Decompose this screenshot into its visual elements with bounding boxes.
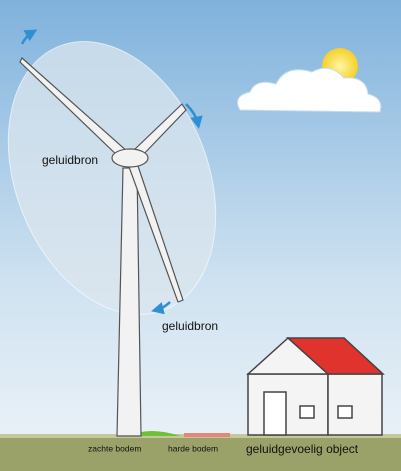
label: geluidgevoelig object xyxy=(246,442,359,456)
label: zachte bodem xyxy=(88,443,141,453)
hard-surface xyxy=(184,433,230,437)
page: {"labels": {"source_hub": "geluidbron", … xyxy=(0,0,401,471)
label: geluidbron xyxy=(162,319,218,333)
label: harde bodem xyxy=(168,443,218,453)
diagram: geluidbron geluidbron zachte bodem harde… xyxy=(0,0,401,471)
label: geluidbron xyxy=(42,153,98,167)
